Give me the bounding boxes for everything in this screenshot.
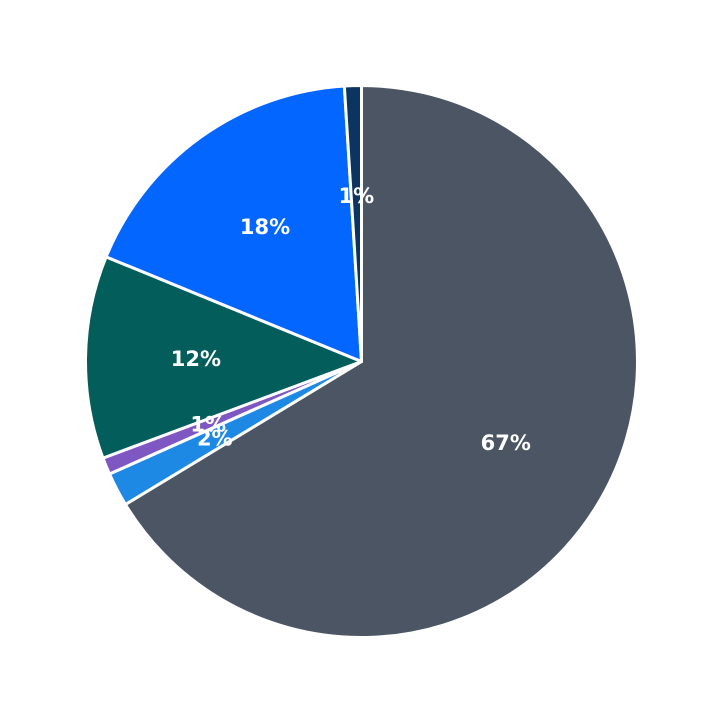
- pie-slice-4: [104, 84, 363, 363]
- slice-label-4: 18%: [240, 215, 290, 239]
- pie-slice-3: [84, 255, 363, 460]
- slice-label-0: 67%: [481, 431, 531, 455]
- pie-slice-5: [342, 83, 363, 363]
- slice-label-5: 1%: [339, 184, 375, 208]
- slice-label-3: 12%: [171, 347, 221, 371]
- slice-label-1: 2%: [197, 426, 233, 450]
- slice-label-2: 1%: [190, 412, 226, 436]
- pie-slice-0: [123, 84, 639, 639]
